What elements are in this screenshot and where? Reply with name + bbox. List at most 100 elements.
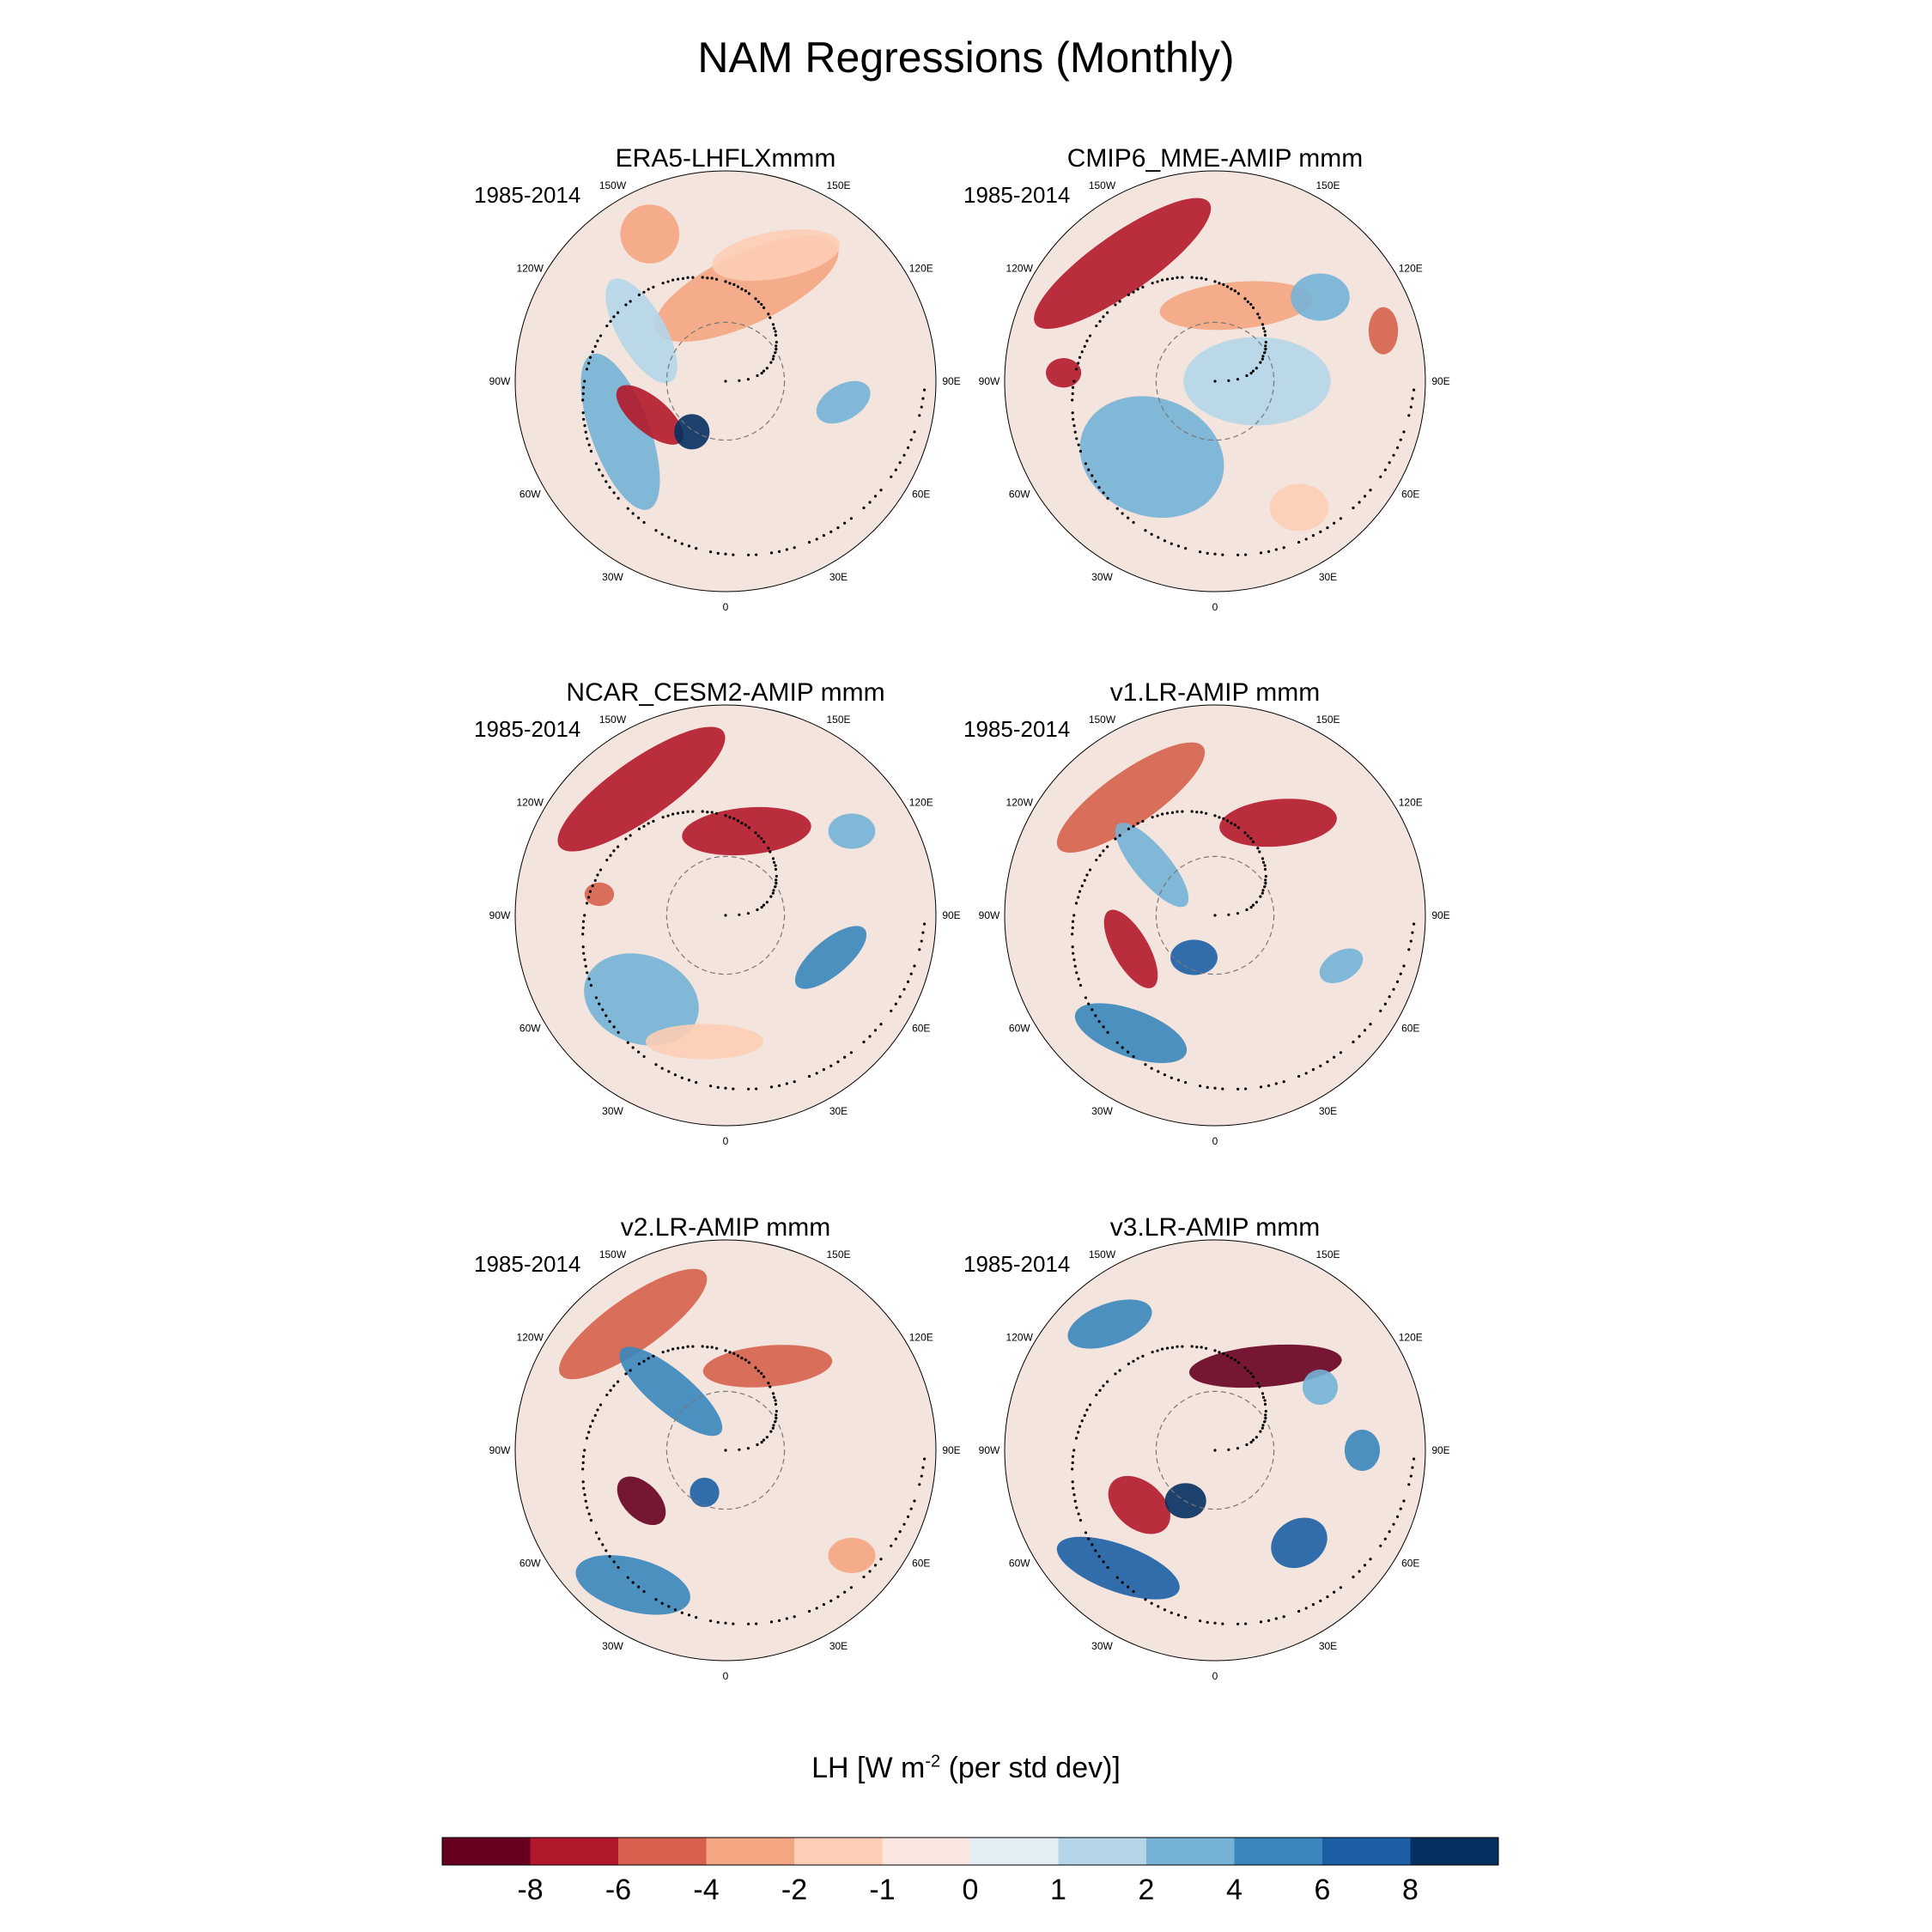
significance-dot bbox=[1267, 1084, 1271, 1087]
longitude-label: 30E bbox=[829, 571, 848, 583]
significance-dot bbox=[612, 491, 616, 495]
significance-dot bbox=[1181, 810, 1184, 813]
significance-dot bbox=[1102, 1384, 1105, 1388]
significance-dot bbox=[1200, 276, 1203, 280]
significance-dot bbox=[736, 1354, 740, 1358]
significance-dot bbox=[1114, 1372, 1117, 1376]
significance-dot bbox=[775, 340, 778, 344]
anomaly-region bbox=[816, 380, 871, 424]
significance-dot bbox=[654, 529, 658, 532]
significance-dot bbox=[747, 553, 750, 556]
significance-dot bbox=[1304, 538, 1308, 541]
significance-dot bbox=[849, 1051, 854, 1054]
significance-dot bbox=[765, 367, 769, 370]
significance-dot bbox=[1106, 845, 1109, 848]
significance-dot bbox=[1170, 1346, 1175, 1349]
significance-dot bbox=[1399, 1507, 1402, 1510]
significance-dot bbox=[1282, 1080, 1285, 1084]
significance-dot bbox=[1251, 840, 1255, 843]
longitude-label: 60W bbox=[1009, 1558, 1030, 1570]
significance-dot bbox=[1157, 1605, 1160, 1608]
significance-dot bbox=[1132, 1589, 1135, 1594]
longitude-label: 0 bbox=[1212, 601, 1218, 613]
significance-dot bbox=[1412, 1457, 1416, 1461]
significance-dot bbox=[583, 1449, 586, 1452]
significance-dot bbox=[1161, 812, 1164, 816]
longitude-label: 120E bbox=[909, 263, 933, 275]
significance-dot bbox=[868, 501, 872, 504]
significance-dot bbox=[1221, 1087, 1224, 1091]
significance-dot bbox=[1213, 1349, 1217, 1352]
significance-dot bbox=[1136, 288, 1139, 291]
significance-dot bbox=[1261, 1395, 1266, 1399]
significance-dot bbox=[598, 868, 603, 872]
significance-dot bbox=[1132, 290, 1135, 294]
significance-dot bbox=[1075, 971, 1078, 975]
significance-dot bbox=[774, 1399, 777, 1402]
significance-dot bbox=[829, 530, 833, 533]
panel-title: CMIP6_MME-AMIP mmm bbox=[1066, 144, 1364, 173]
significance-dot bbox=[843, 521, 847, 525]
colorbar-graphic: -8 -6 -4 -2 -1 0 1 2 4 6 8 bbox=[441, 1837, 1499, 1906]
significance-dot bbox=[583, 958, 586, 962]
significance-dot bbox=[1132, 1359, 1135, 1363]
significance-dot bbox=[1127, 827, 1131, 831]
longitude-label: 90E bbox=[942, 375, 960, 387]
significance-dot bbox=[1259, 1085, 1263, 1089]
significance-dot bbox=[1087, 1537, 1091, 1540]
significance-dot bbox=[617, 496, 620, 500]
significance-dot bbox=[587, 361, 591, 365]
significance-dot bbox=[1222, 817, 1225, 820]
significance-dot bbox=[767, 1382, 770, 1385]
significance-dot bbox=[1261, 1426, 1264, 1430]
significance-dot bbox=[772, 1395, 776, 1399]
significance-dot bbox=[1263, 885, 1267, 889]
significance-dot bbox=[755, 1087, 758, 1091]
significance-dot bbox=[767, 847, 770, 850]
anomaly-region bbox=[712, 228, 841, 282]
significance-dot bbox=[747, 1622, 750, 1625]
significance-dot bbox=[583, 914, 586, 917]
significance-dot bbox=[1407, 1483, 1411, 1486]
significance-dot bbox=[894, 468, 897, 471]
significance-dot bbox=[1088, 334, 1092, 337]
significance-dot bbox=[1213, 814, 1217, 817]
significance-dot bbox=[612, 1384, 616, 1388]
significance-dot bbox=[687, 544, 691, 548]
significance-dot bbox=[1078, 449, 1083, 453]
significance-dot bbox=[681, 276, 685, 280]
significance-dot bbox=[680, 1076, 683, 1079]
significance-dot bbox=[1097, 1555, 1101, 1558]
significance-dot bbox=[724, 1086, 727, 1090]
longitude-label: 60E bbox=[1401, 489, 1419, 501]
significance-dot bbox=[1078, 355, 1082, 359]
significance-dot bbox=[815, 538, 818, 541]
significance-dot bbox=[1106, 1380, 1109, 1383]
significance-dot bbox=[922, 388, 927, 392]
significance-dot bbox=[681, 811, 685, 814]
colorbar-tick-label: -8 bbox=[517, 1874, 543, 1906]
significance-dot bbox=[740, 1357, 744, 1360]
significance-dot bbox=[1091, 1008, 1094, 1012]
significance-dot bbox=[1225, 285, 1230, 289]
significance-dot bbox=[584, 430, 587, 434]
longitude-label: 60E bbox=[1401, 1558, 1419, 1570]
longitude-label: 150E bbox=[1315, 1249, 1340, 1261]
significance-dot bbox=[581, 945, 585, 949]
significance-dot bbox=[829, 1064, 833, 1067]
significance-dot bbox=[1114, 303, 1117, 307]
significance-dot bbox=[771, 323, 775, 326]
significance-dot bbox=[1369, 1023, 1372, 1026]
significance-dot bbox=[1106, 1565, 1109, 1569]
longitude-label: 120W bbox=[1006, 797, 1034, 809]
map-border bbox=[1004, 704, 1426, 1127]
significance-dot bbox=[1102, 1025, 1105, 1029]
map-panel-cesm2: NCAR_CESM2-AMIP mmm 1985-2014 180150E120… bbox=[474, 678, 970, 1185]
significance-dot bbox=[1176, 1345, 1179, 1348]
significance-dot bbox=[1251, 369, 1255, 373]
significance-dot bbox=[1181, 276, 1184, 279]
period-label: 1985-2014 bbox=[474, 182, 581, 208]
significance-dot bbox=[1274, 1617, 1278, 1620]
significance-dot bbox=[1333, 1055, 1336, 1059]
colorbar-tick-label: 8 bbox=[1402, 1874, 1419, 1906]
